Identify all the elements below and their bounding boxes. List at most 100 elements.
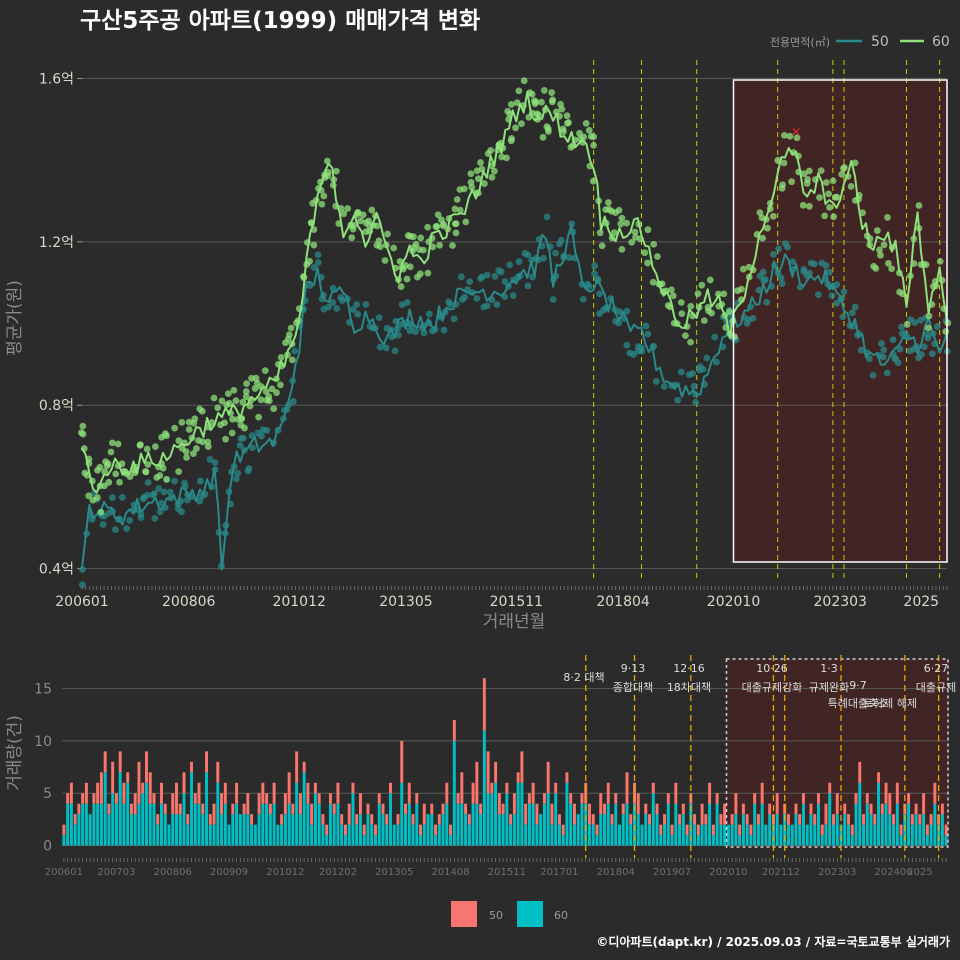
scatter-point-60 bbox=[617, 220, 625, 228]
scatter-point-50 bbox=[579, 295, 587, 303]
scatter-point-60 bbox=[618, 214, 626, 222]
scatter-point-60 bbox=[830, 213, 838, 221]
bar-60 bbox=[171, 814, 175, 846]
scatter-point-50 bbox=[770, 250, 777, 258]
bar-50 bbox=[888, 793, 892, 815]
scatter-point-60 bbox=[884, 259, 892, 267]
scatter-point-60 bbox=[96, 463, 104, 471]
scatter-point-50 bbox=[711, 333, 718, 341]
scatter-point-50 bbox=[848, 309, 856, 317]
scatter-point-60 bbox=[97, 508, 105, 516]
bar-50 bbox=[741, 803, 745, 815]
volume-y-tick-label: 15 bbox=[34, 682, 52, 698]
bar-50 bbox=[681, 803, 685, 815]
scatter-point-60 bbox=[270, 405, 278, 413]
bar-60 bbox=[817, 803, 820, 846]
bar-60 bbox=[381, 814, 385, 846]
scatter-point-50 bbox=[310, 264, 318, 271]
scatter-point-60 bbox=[161, 430, 169, 438]
bar-60 bbox=[910, 824, 914, 846]
bar-60 bbox=[723, 824, 727, 846]
scatter-point-50 bbox=[420, 329, 428, 337]
scatter-point-60 bbox=[228, 429, 236, 437]
max-price-marker: × bbox=[791, 125, 801, 139]
bar-50 bbox=[505, 782, 509, 794]
scatter-point-60 bbox=[694, 290, 702, 298]
policy-date-label: 10·26 bbox=[756, 662, 788, 675]
scatter-point-60 bbox=[453, 196, 461, 203]
bar-60 bbox=[539, 814, 543, 846]
bar-60 bbox=[775, 814, 779, 846]
scatter-point-60 bbox=[419, 246, 427, 254]
bar-60 bbox=[235, 803, 239, 846]
policy-name-label: 대출규제강화 bbox=[742, 681, 803, 694]
bar-50 bbox=[111, 761, 115, 794]
bar-50 bbox=[261, 782, 265, 804]
bar-50 bbox=[73, 814, 77, 825]
scatter-point-60 bbox=[799, 201, 807, 209]
bar-60 bbox=[509, 824, 513, 846]
scatter-point-60 bbox=[182, 448, 190, 456]
scatter-point-60 bbox=[348, 234, 356, 242]
scatter-point-50 bbox=[822, 262, 830, 269]
bar-60 bbox=[400, 782, 404, 846]
scatter-point-60 bbox=[384, 230, 391, 238]
bar-50 bbox=[775, 793, 779, 815]
scatter-point-50 bbox=[585, 282, 593, 290]
bar-50 bbox=[103, 751, 107, 773]
bar-50 bbox=[99, 772, 103, 804]
policy-date-label: 9·7 bbox=[849, 679, 867, 692]
bar-50 bbox=[118, 751, 122, 773]
bar-60 bbox=[494, 782, 498, 846]
scatter-point-50 bbox=[761, 276, 769, 283]
bar-50 bbox=[595, 824, 599, 836]
scatter-point-50 bbox=[333, 305, 341, 312]
bar-60 bbox=[520, 782, 524, 846]
bar-50 bbox=[850, 824, 854, 836]
bar-50 bbox=[96, 782, 100, 804]
bar-50 bbox=[81, 793, 85, 804]
bar-50 bbox=[385, 814, 389, 825]
volume-x-tick-label: 202010 bbox=[709, 867, 747, 878]
scatter-point-60 bbox=[538, 98, 545, 106]
bar-50 bbox=[400, 740, 404, 783]
bar-60 bbox=[103, 772, 107, 846]
scatter-point-60 bbox=[452, 220, 460, 227]
bar-60 bbox=[633, 803, 636, 846]
bar-60 bbox=[603, 814, 606, 846]
scatter-point-50 bbox=[160, 488, 168, 496]
scatter-point-60 bbox=[320, 192, 328, 200]
bar-50 bbox=[847, 814, 850, 825]
bar-50 bbox=[415, 793, 419, 804]
scatter-point-50 bbox=[445, 298, 453, 306]
bar-50 bbox=[843, 803, 847, 815]
scatter-point-50 bbox=[325, 303, 332, 311]
scatter-point-50 bbox=[457, 273, 465, 281]
scatter-point-60 bbox=[277, 354, 285, 361]
bar-60 bbox=[336, 803, 340, 846]
bar-60 bbox=[591, 824, 595, 846]
bar-60 bbox=[283, 814, 287, 846]
bar-50 bbox=[542, 793, 546, 804]
scatter-point-50 bbox=[349, 306, 357, 313]
bar-50 bbox=[655, 803, 659, 815]
bar-60 bbox=[595, 835, 599, 846]
scatter-point-60 bbox=[880, 241, 888, 249]
volume-highlight-border bbox=[725, 658, 949, 848]
scatter-point-50 bbox=[79, 566, 86, 573]
scatter-point-50 bbox=[483, 302, 491, 310]
scatter-point-60 bbox=[503, 154, 510, 162]
scatter-point-50 bbox=[412, 328, 419, 336]
scatter-point-60 bbox=[456, 206, 464, 214]
scatter-point-60 bbox=[437, 216, 445, 224]
scatter-point-60 bbox=[816, 194, 823, 201]
bar-50 bbox=[569, 793, 573, 804]
scatter-point-50 bbox=[568, 220, 576, 228]
bar-50 bbox=[193, 793, 197, 804]
bar-60 bbox=[715, 803, 719, 846]
bar-50 bbox=[171, 793, 175, 815]
scatter-point-60 bbox=[540, 87, 548, 94]
bar-60 bbox=[223, 803, 227, 846]
bar-50 bbox=[205, 751, 209, 773]
bar-50 bbox=[880, 803, 884, 815]
